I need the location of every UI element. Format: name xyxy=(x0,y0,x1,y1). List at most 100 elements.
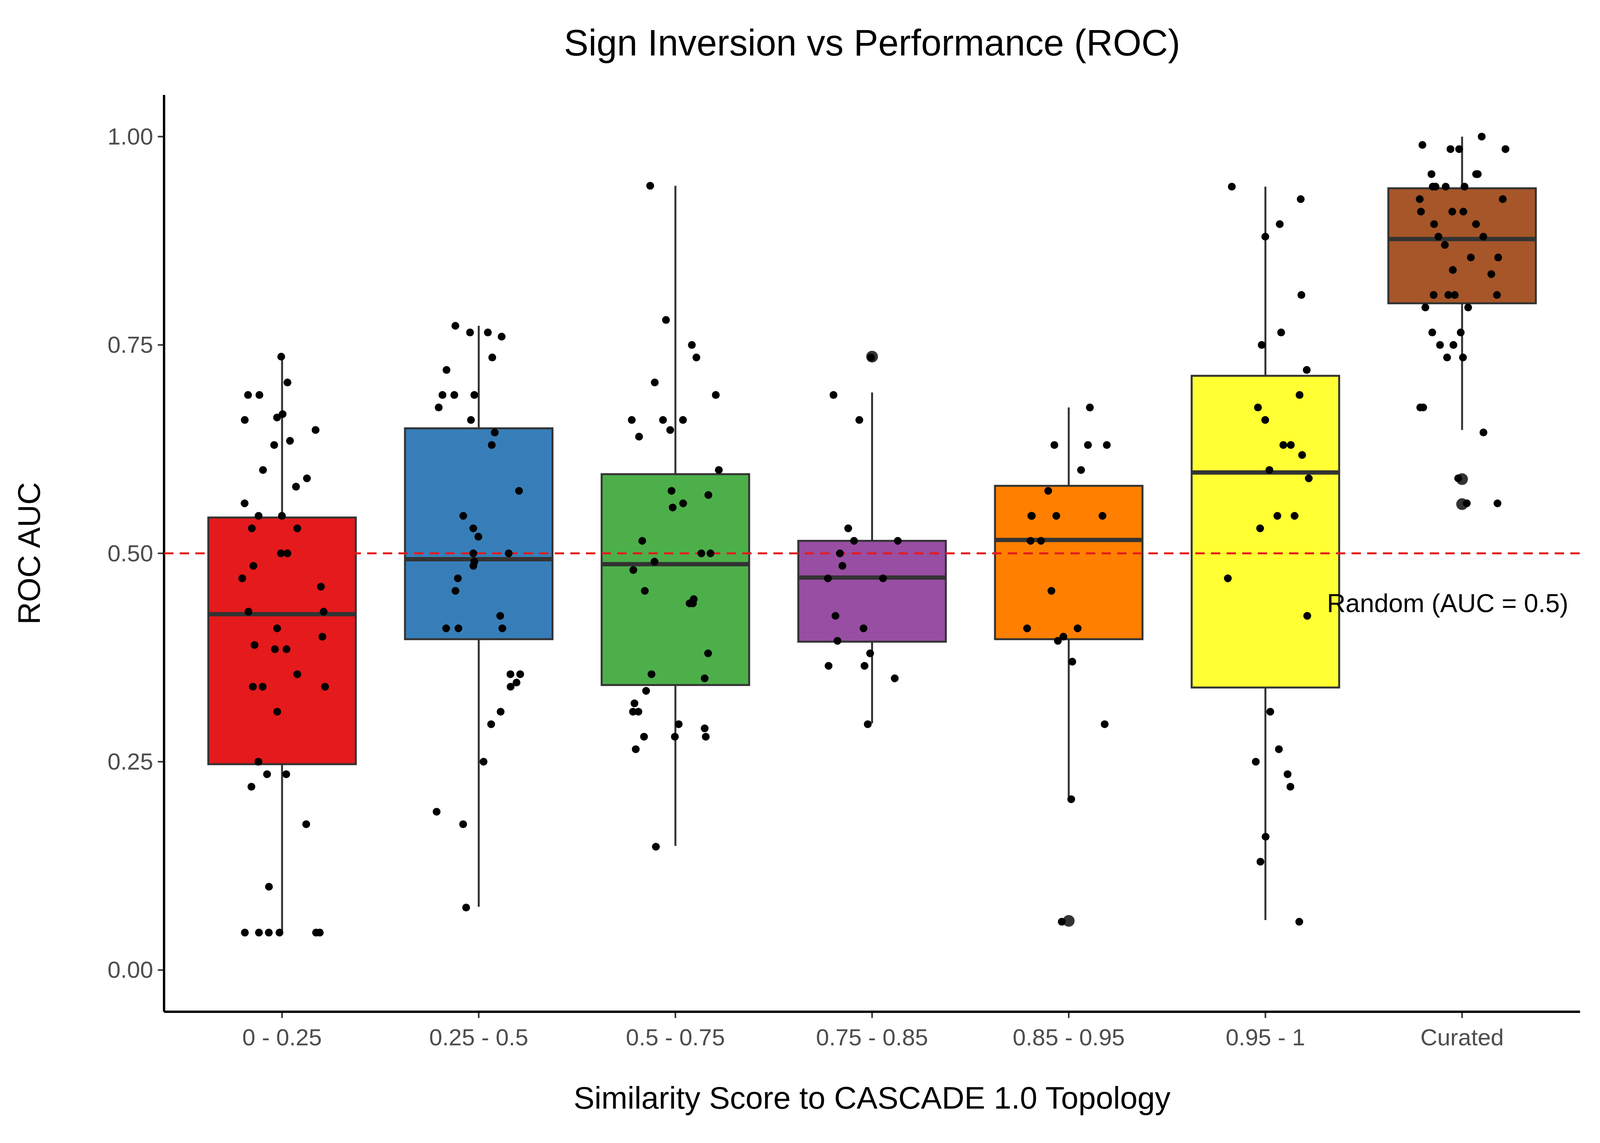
data-point xyxy=(1477,132,1486,141)
data-point xyxy=(506,670,515,679)
data-point xyxy=(248,682,257,691)
data-point xyxy=(1275,745,1283,754)
median xyxy=(1191,470,1340,475)
data-point xyxy=(627,416,636,424)
data-point xyxy=(823,574,832,583)
data-point xyxy=(1446,145,1455,154)
data-point xyxy=(255,928,263,937)
data-point xyxy=(248,524,256,533)
data-point xyxy=(1434,232,1443,241)
data-point xyxy=(258,466,267,474)
data-point xyxy=(711,391,720,399)
data-point xyxy=(700,674,709,683)
data-point xyxy=(496,612,505,620)
median xyxy=(1388,237,1536,242)
data-point xyxy=(474,532,483,541)
data-point xyxy=(1435,341,1444,349)
data-point xyxy=(247,782,256,791)
y-tick-label: 0.75 xyxy=(107,331,154,358)
data-point xyxy=(1256,857,1265,866)
data-point xyxy=(1443,353,1452,362)
x-axis-line xyxy=(164,1010,1581,1013)
whisker-lower xyxy=(674,685,677,847)
data-point xyxy=(667,486,676,495)
data-point xyxy=(264,928,273,937)
data-point xyxy=(1261,232,1270,241)
data-point xyxy=(844,524,852,533)
x-tick-label: 0.95 - 1 xyxy=(1225,1024,1306,1051)
data-point xyxy=(666,426,675,434)
data-point xyxy=(451,587,460,595)
whisker-upper xyxy=(1460,136,1463,189)
median xyxy=(208,612,356,617)
data-point xyxy=(640,732,649,741)
data-point xyxy=(1256,524,1265,533)
data-point xyxy=(244,391,252,399)
data-point xyxy=(1085,403,1094,412)
data-point xyxy=(859,624,868,633)
data-point xyxy=(241,416,249,424)
data-point xyxy=(1455,145,1463,154)
data-point xyxy=(276,549,285,558)
data-point xyxy=(318,632,327,641)
data-point xyxy=(1050,441,1059,449)
data-point xyxy=(668,503,677,512)
data-point xyxy=(240,499,249,508)
data-point xyxy=(647,670,656,679)
data-point xyxy=(1479,232,1488,241)
outlier xyxy=(866,350,879,363)
data-point xyxy=(1279,441,1288,449)
data-point xyxy=(1295,391,1304,399)
box-group xyxy=(798,350,947,724)
data-point xyxy=(658,416,667,424)
data-point xyxy=(1492,291,1501,299)
data-point xyxy=(303,474,311,483)
whisker-lower xyxy=(281,764,284,933)
data-point xyxy=(1067,795,1075,804)
data-point xyxy=(254,757,263,766)
data-point xyxy=(1257,341,1266,349)
data-point xyxy=(1303,612,1312,620)
data-point xyxy=(282,645,291,654)
data-point xyxy=(651,842,660,851)
data-point xyxy=(850,536,858,545)
data-point xyxy=(662,316,670,324)
whisker-upper xyxy=(871,392,874,542)
plot-area xyxy=(164,132,1581,937)
data-point xyxy=(674,720,683,729)
data-point xyxy=(1418,141,1427,149)
data-point xyxy=(1026,536,1035,545)
data-point xyxy=(1464,303,1472,312)
data-point xyxy=(1057,917,1066,926)
data-point xyxy=(487,720,495,729)
data-point xyxy=(1501,145,1510,154)
data-point xyxy=(453,574,462,583)
data-point xyxy=(867,353,875,362)
data-point xyxy=(692,353,701,362)
data-point xyxy=(1266,707,1275,716)
data-point xyxy=(831,612,840,620)
x-tick-label: 0.25 - 0.5 xyxy=(429,1024,529,1051)
data-point xyxy=(459,511,468,520)
data-point xyxy=(270,441,279,449)
data-point xyxy=(469,524,478,533)
data-point xyxy=(432,807,441,816)
data-point xyxy=(1450,291,1459,299)
data-point xyxy=(442,624,450,633)
data-point xyxy=(498,624,507,633)
box-group xyxy=(601,185,750,847)
data-point xyxy=(1448,266,1457,274)
data-point xyxy=(1077,466,1086,474)
data-point xyxy=(1473,170,1482,179)
data-point xyxy=(283,378,292,387)
data-point xyxy=(462,903,470,912)
median xyxy=(994,537,1143,543)
data-point xyxy=(434,403,443,412)
annotation: Random (AUC = 0.5) xyxy=(1326,588,1569,618)
data-point xyxy=(1023,624,1031,633)
data-point xyxy=(1068,657,1077,666)
data-point xyxy=(451,321,460,330)
data-point xyxy=(629,566,638,574)
data-point xyxy=(646,182,654,190)
data-point xyxy=(312,928,320,937)
